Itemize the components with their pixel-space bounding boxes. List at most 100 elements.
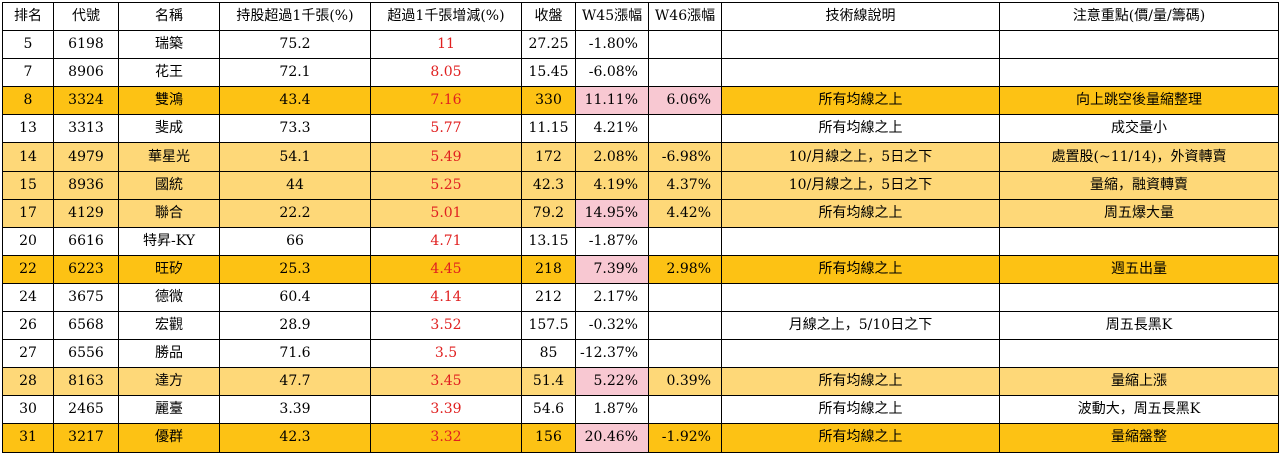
- cell-notes: 量縮上漲: [999, 367, 1279, 397]
- cell-name: 斐成: [118, 114, 220, 144]
- cell-name: 雙鴻: [118, 86, 220, 116]
- cell-technical: [721, 58, 1000, 88]
- cell-w45: 1.87%: [575, 395, 649, 425]
- cell-w46: 0.39%: [648, 367, 722, 397]
- cell-w46: [648, 114, 722, 144]
- cell-holding: 66: [219, 226, 371, 256]
- table-row: 13 3313 斐成 73.3 5.77 11.15 4.21% 所有均線之上 成交量小: [2, 114, 1279, 144]
- cell-notes: 處置股(~11/14)，外資轉賣: [999, 142, 1279, 172]
- cell-code: 3217: [53, 423, 119, 453]
- table-row: 22 6223 旺矽 25.3 4.45 218 7.39% 2.98% 所有均線之上 週五出量: [2, 254, 1279, 284]
- cell-rank: 30: [2, 395, 54, 425]
- cell-holding-change: 8.05: [370, 58, 522, 88]
- cell-w45: 4.19%: [575, 170, 649, 200]
- cell-close: 15.45: [521, 58, 576, 88]
- cell-technical: 所有均線之上: [721, 198, 1000, 228]
- cell-holding-change: 4.45: [370, 254, 522, 284]
- cell-name: 國統: [118, 170, 220, 200]
- cell-close: 156: [521, 423, 576, 453]
- cell-code: 6223: [53, 254, 119, 284]
- cell-holding-change: 3.5: [370, 339, 522, 369]
- cell-holding: 28.9: [219, 311, 371, 341]
- cell-code: 8163: [53, 367, 119, 397]
- cell-rank: 5: [2, 30, 54, 60]
- cell-name: 瑞築: [118, 30, 220, 60]
- cell-holding: 25.3: [219, 254, 371, 284]
- cell-w45: 20.46%: [575, 423, 649, 453]
- cell-name: 優群: [118, 423, 220, 453]
- cell-rank: 22: [2, 254, 54, 284]
- cell-technical: 所有均線之上: [721, 86, 1000, 116]
- cell-name: 華星光: [118, 142, 220, 172]
- cell-rank: 20: [2, 226, 54, 256]
- cell-close: 218: [521, 254, 576, 284]
- cell-close: 212: [521, 282, 576, 313]
- cell-notes: 周五爆大量: [999, 198, 1279, 228]
- cell-close: 54.6: [521, 395, 576, 425]
- cell-holding: 72.1: [219, 58, 371, 88]
- cell-holding: 71.6: [219, 339, 371, 369]
- header-code: 代號: [53, 1, 119, 32]
- table-row: 20 6616 特昇-KY 66 4.71 13.15 -1.87%: [2, 226, 1279, 256]
- cell-notes: 量縮，融資轉賣: [999, 170, 1279, 200]
- stock-table: 排名 代號 名稱 持股超過1千張(%) 超過1千張增減(%) 收盤 W45漲幅 …: [2, 1, 1279, 453]
- cell-code: 3324: [53, 86, 119, 116]
- table-row: 27 6556 勝品 71.6 3.5 85 -12.37%: [2, 339, 1279, 369]
- cell-rank: 15: [2, 170, 54, 200]
- cell-w46: [648, 395, 722, 425]
- cell-rank: 17: [2, 198, 54, 228]
- cell-code: 6198: [53, 30, 119, 60]
- cell-holding-change: 5.01: [370, 198, 522, 228]
- cell-rank: 26: [2, 311, 54, 341]
- table-row: 7 8906 花王 72.1 8.05 15.45 -6.08%: [2, 58, 1279, 88]
- cell-holding: 3.39: [219, 395, 371, 425]
- cell-code: 6616: [53, 226, 119, 256]
- header-w46: W46漲幅: [648, 1, 722, 32]
- cell-code: 2465: [53, 395, 119, 425]
- cell-rank: 31: [2, 423, 54, 453]
- cell-name: 特昇-KY: [118, 226, 220, 256]
- cell-holding-change: 3.45: [370, 367, 522, 397]
- table-row: 24 3675 德微 60.4 4.14 212 2.17%: [2, 282, 1279, 313]
- cell-w45: 11.11%: [575, 86, 649, 116]
- cell-holding: 42.3: [219, 423, 371, 453]
- table-row: 30 2465 麗臺 3.39 3.39 54.6 1.87% 所有均線之上 波動大，周五長黑K: [2, 395, 1279, 425]
- cell-holding-change: 7.16: [370, 86, 522, 116]
- table-row: 28 8163 達方 47.7 3.45 51.4 5.22% 0.39% 所有均線之上 量縮上漲: [2, 367, 1279, 397]
- cell-notes: [999, 282, 1279, 313]
- header-rank: 排名: [2, 1, 54, 32]
- cell-notes: [999, 339, 1279, 369]
- table-row: 26 6568 宏觀 28.9 3.52 157.5 -0.32% 月線之上，5/10日之下周…: [2, 311, 1279, 341]
- cell-w46: [648, 311, 722, 341]
- cell-rank: 14: [2, 142, 54, 172]
- cell-name: 達方: [118, 367, 220, 397]
- cell-w46: [648, 58, 722, 88]
- cell-close: 172: [521, 142, 576, 172]
- cell-close: 85: [521, 339, 576, 369]
- cell-holding: 75.2: [219, 30, 371, 60]
- cell-code: 6568: [53, 311, 119, 341]
- cell-rank: 27: [2, 339, 54, 369]
- cell-w45: 14.95%: [575, 198, 649, 228]
- cell-technical: 月線之上，5/10日之下: [721, 311, 1000, 341]
- cell-code: 3313: [53, 114, 119, 144]
- cell-rank: 7: [2, 58, 54, 88]
- cell-technical: 所有均線之上: [721, 254, 1000, 284]
- cell-code: 8936: [53, 170, 119, 200]
- cell-technical: 所有均線之上: [721, 367, 1000, 397]
- cell-name: 宏觀: [118, 311, 220, 341]
- cell-holding-change: 4.14: [370, 282, 522, 313]
- table-row: 31 3217 優群 42.3 3.32 156 20.46% -1.92% 所有均線之上 量縮盤…: [2, 423, 1279, 453]
- cell-w46: 6.06%: [648, 86, 722, 116]
- cell-w45: -6.08%: [575, 58, 649, 88]
- cell-technical: 所有均線之上: [721, 395, 1000, 425]
- cell-w45: -0.32%: [575, 311, 649, 341]
- cell-code: 6556: [53, 339, 119, 369]
- header-technical: 技術線說明: [721, 1, 1000, 32]
- cell-name: 麗臺: [118, 395, 220, 425]
- cell-w46: 2.98%: [648, 254, 722, 284]
- cell-technical: [721, 282, 1000, 313]
- cell-notes: 周五長黑K: [999, 311, 1279, 341]
- cell-holding-change: 3.52: [370, 311, 522, 341]
- cell-holding-change: 3.39: [370, 395, 522, 425]
